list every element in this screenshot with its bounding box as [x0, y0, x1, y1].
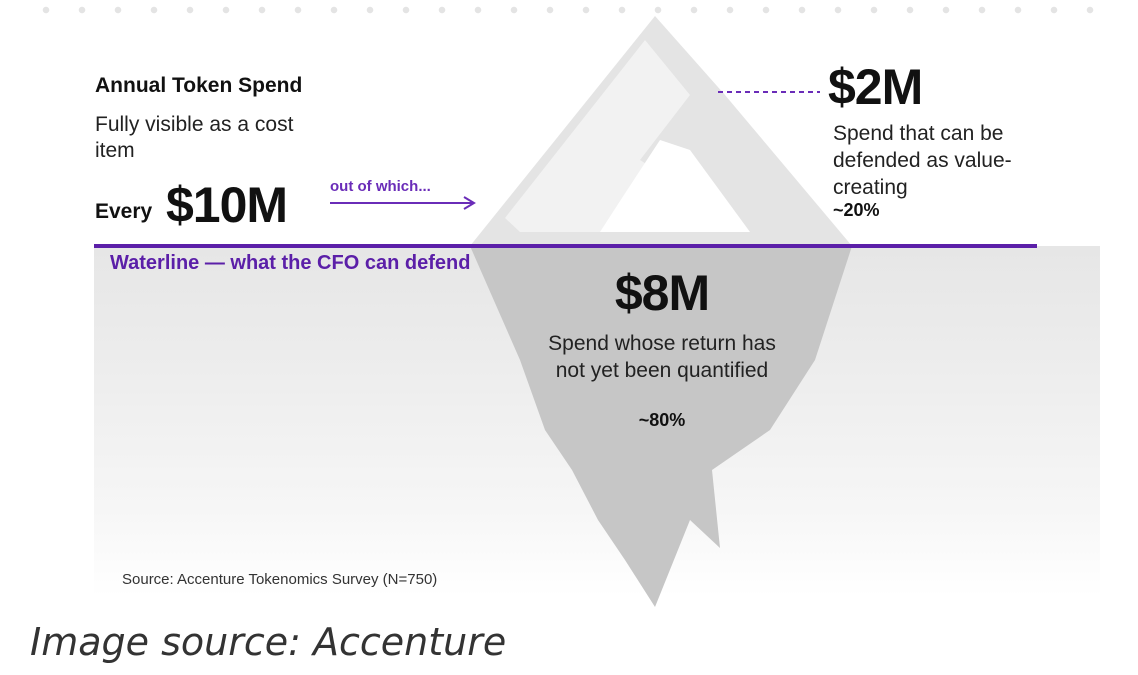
below-water-description: Spend whose return has not yet been quan…: [548, 332, 776, 382]
iceberg-submerged: [470, 246, 852, 607]
above-water-percent: ~20%: [833, 200, 880, 220]
iceberg-tip-facet: [505, 40, 740, 232]
image-caption: Image source: Accenture: [30, 620, 507, 664]
above-water-description: Spend that can be defended as value-crea…: [833, 122, 1012, 199]
connector-label: out of which...: [330, 178, 431, 195]
source-note: Source: Accenture Tokenomics Survey (N=7…: [122, 571, 438, 588]
annual-spend-subtitle: Fully visible as a cost item: [95, 113, 294, 162]
total-label: Every: [95, 200, 153, 223]
above-water-value: $2M: [828, 59, 923, 115]
below-water-value: $8M: [614, 265, 710, 321]
decorative-dot-row: [28, 6, 1108, 14]
connector-arrow-head: [463, 196, 476, 210]
below-water-percent: ~80%: [638, 410, 686, 430]
annual-spend-title: Annual Token Spend: [95, 74, 303, 97]
waterline-label: Waterline — what the CFO can defend: [110, 252, 471, 274]
iceberg-tip-face: [600, 140, 750, 232]
total-value: $10M: [166, 177, 288, 233]
